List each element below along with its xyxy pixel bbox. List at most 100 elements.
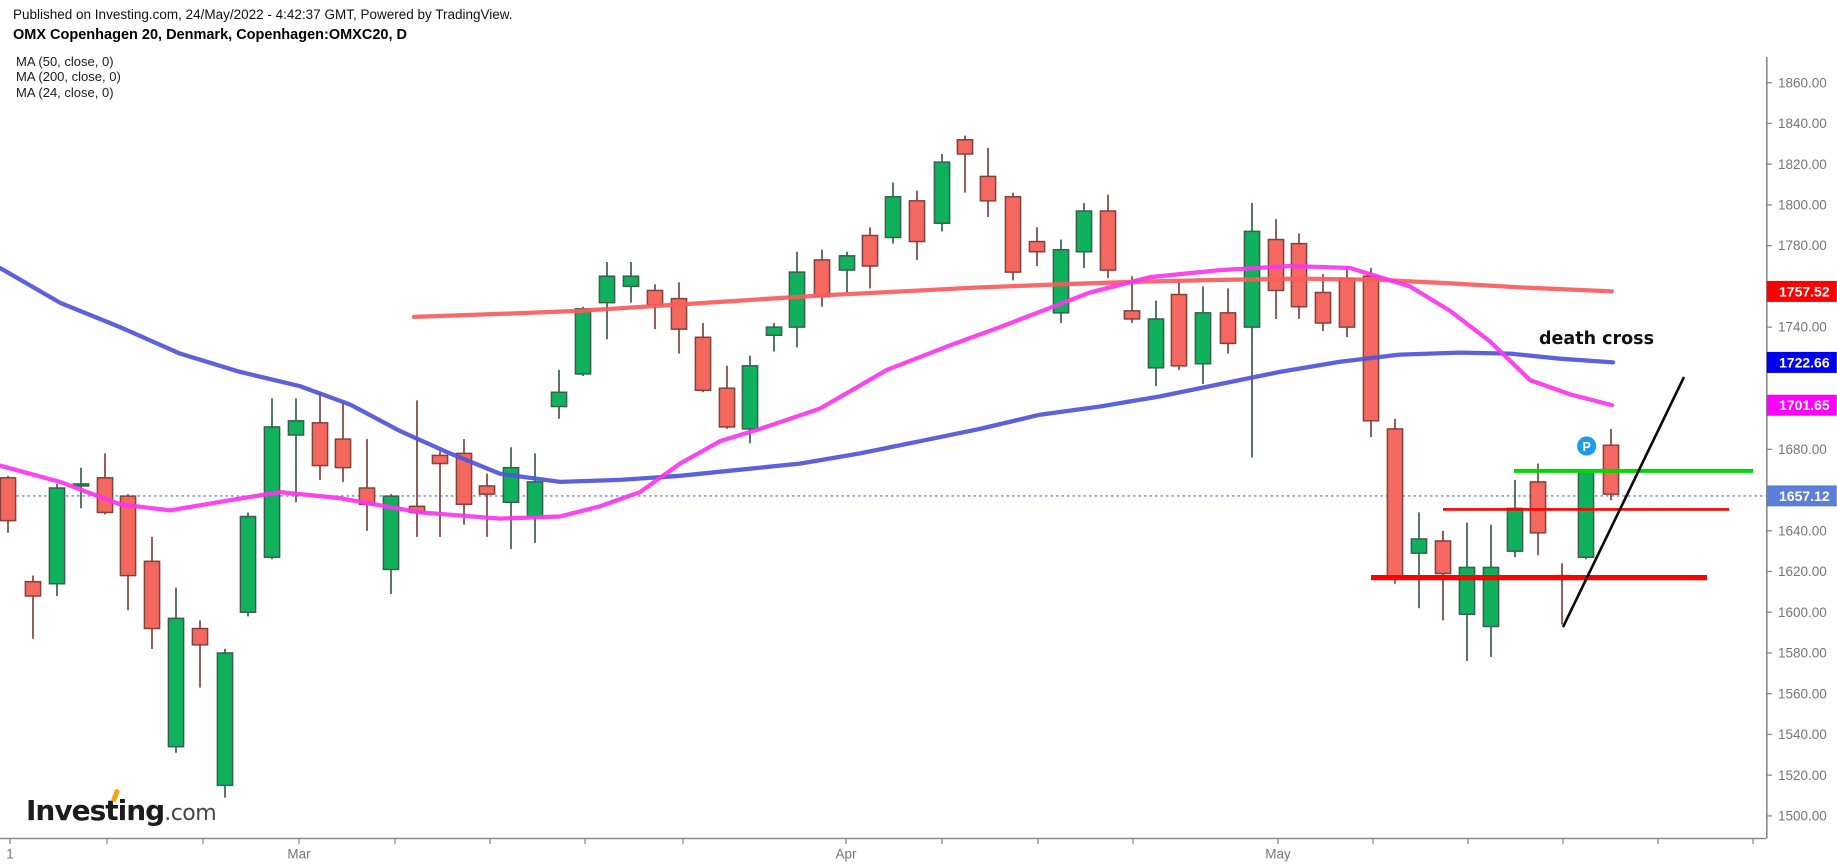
candle	[1028, 227, 1046, 267]
candle	[239, 512, 257, 617]
price-flag-1722.66: 1722.66	[1766, 351, 1837, 373]
price-axis-label: 1780.00	[1778, 238, 1827, 253]
candle	[358, 439, 376, 531]
candle	[1170, 280, 1188, 370]
candle	[263, 398, 281, 560]
svg-text:1722.66: 1722.66	[1779, 354, 1830, 370]
candle	[956, 135, 974, 193]
candle	[908, 190, 926, 260]
candle	[1147, 300, 1165, 387]
price-axis-label: 1680.00	[1778, 442, 1827, 457]
investing-logo-text: Investing	[26, 794, 165, 827]
trend-line[interactable]	[1561, 376, 1686, 628]
candle	[0, 475, 17, 533]
candle	[1386, 418, 1404, 584]
price-axis-label: 1520.00	[1778, 768, 1827, 783]
candlestick-series	[0, 135, 1620, 798]
candle	[191, 620, 209, 688]
svg-text:1657.12: 1657.12	[1779, 488, 1830, 504]
price-axis-label: 1840.00	[1778, 116, 1827, 131]
price-flag-1757.52: 1757.52	[1766, 280, 1837, 302]
candle	[933, 153, 951, 232]
price-axis-label: 1580.00	[1778, 646, 1827, 661]
candle	[216, 648, 234, 798]
candle	[741, 355, 759, 444]
candle	[1290, 233, 1308, 319]
price-axis-label: 1540.00	[1778, 727, 1827, 742]
candle	[1052, 239, 1070, 324]
ma-line-ma-200	[411, 276, 1615, 320]
candle	[1338, 266, 1356, 338]
price-axis-label: 1740.00	[1778, 320, 1827, 335]
candle	[1075, 202, 1093, 269]
chart-title: OMX Copenhagen 20, Denmark, Copenhagen:O…	[13, 27, 407, 43]
candle	[1219, 288, 1237, 354]
candle	[718, 365, 736, 429]
price-axis-label: 1860.00	[1778, 75, 1827, 90]
price-axis-label: 1820.00	[1778, 157, 1827, 172]
candle	[24, 575, 42, 639]
candle	[119, 494, 137, 611]
candle	[1577, 469, 1595, 560]
candle	[1314, 274, 1332, 332]
candle	[598, 261, 616, 340]
candle	[287, 398, 305, 503]
candle	[1243, 202, 1261, 458]
price-axis-label: 1800.00	[1778, 198, 1827, 213]
published-line: Published on Investing.com, 24/May/2022 …	[13, 7, 513, 22]
candle	[1506, 479, 1524, 558]
ma-line-ma-24	[0, 263, 1615, 521]
candle	[1410, 512, 1428, 609]
candle	[1602, 428, 1620, 501]
candle	[455, 439, 473, 525]
legend-ma-24: MA (24, close, 0)	[16, 84, 114, 100]
price-axis-label: 1620.00	[1778, 564, 1827, 579]
candle	[622, 261, 640, 303]
candle	[1004, 192, 1022, 281]
ma-line-ma-50	[0, 265, 1616, 485]
candle	[1362, 268, 1380, 438]
candle	[788, 251, 806, 348]
candle	[502, 447, 520, 550]
candle	[431, 451, 449, 537]
price-axis-label: 1640.00	[1778, 523, 1827, 538]
candle	[1482, 524, 1500, 658]
candle	[311, 392, 329, 480]
candle	[574, 306, 592, 376]
candle	[478, 473, 496, 537]
candle	[382, 494, 400, 594]
time-axis-label: Mar	[287, 847, 311, 862]
svg-text:1757.52: 1757.52	[1779, 283, 1830, 299]
svg-text:P: P	[1583, 440, 1591, 454]
time-axis-label: Apr	[835, 847, 857, 862]
candle	[813, 249, 831, 307]
candle	[96, 453, 114, 515]
investing-logo: Investing.com	[26, 788, 217, 827]
candle	[48, 483, 66, 596]
time-axis-label: 1	[6, 847, 14, 862]
axes: 1 Mar Apr May 1860.00 1840.00 1820.00 1800.00 17…	[0, 57, 1827, 862]
candle	[670, 282, 688, 354]
price-flag-1701.65: 1701.65	[1766, 394, 1837, 416]
price-axis-label: 1560.00	[1778, 686, 1827, 701]
candle	[334, 402, 352, 482]
candle	[861, 227, 879, 289]
legend-ma-200: MA (200, close, 0)	[16, 69, 121, 85]
p-marker[interactable]: P	[1577, 436, 1597, 456]
death-cross-label[interactable]: death cross	[1539, 329, 1654, 349]
price-axis-label: 1500.00	[1778, 809, 1827, 824]
candle	[526, 453, 544, 543]
candle	[143, 536, 161, 649]
candle	[838, 251, 856, 293]
candle	[884, 182, 902, 244]
candle	[979, 147, 997, 218]
candle	[1099, 194, 1117, 279]
candle	[694, 323, 712, 393]
time-axis-label: May	[1265, 847, 1291, 862]
candle	[1194, 286, 1212, 385]
candle	[167, 587, 185, 753]
candle	[408, 400, 426, 537]
